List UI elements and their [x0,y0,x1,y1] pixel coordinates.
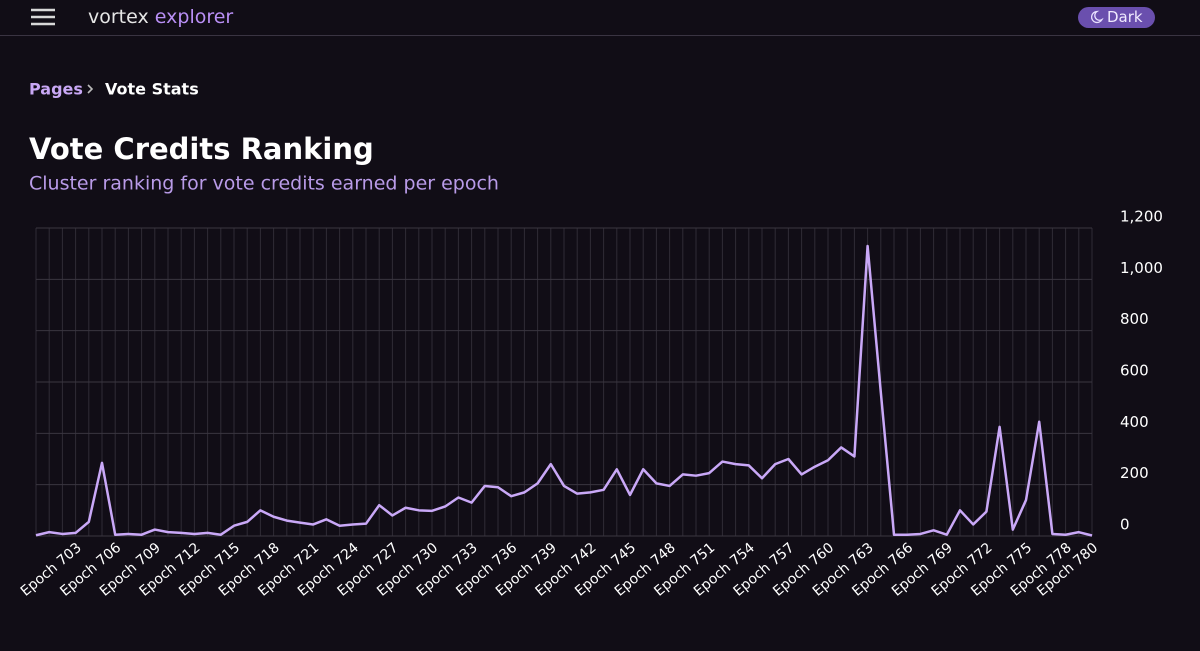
breadcrumb-current: Vote Stats [105,80,199,99]
y-tick-label: 1,200 [1120,208,1163,226]
y-tick-label: 600 [1120,362,1149,380]
y-tick-label: 400 [1120,413,1149,431]
breadcrumb-link[interactable]: Pages [29,80,83,99]
y-tick-label: 800 [1120,310,1149,328]
data-line [35,244,1093,537]
y-tick-label: 0 [1120,516,1130,534]
breadcrumb-separator [87,84,94,94]
menu-icon[interactable] [31,8,55,26]
y-tick-label: 200 [1120,464,1149,482]
brand-accent: explorer [155,6,234,28]
y-tick-label: 1,000 [1120,259,1163,277]
brand: vortex explorer [88,6,233,28]
moon-icon [1091,10,1104,24]
brand-name: vortex [88,6,149,28]
page-subtitle: Cluster ranking for vote credits earned … [29,173,499,195]
theme-label[interactable]: Dark [1107,8,1143,26]
page-title: Vote Credits Ranking [29,132,374,166]
